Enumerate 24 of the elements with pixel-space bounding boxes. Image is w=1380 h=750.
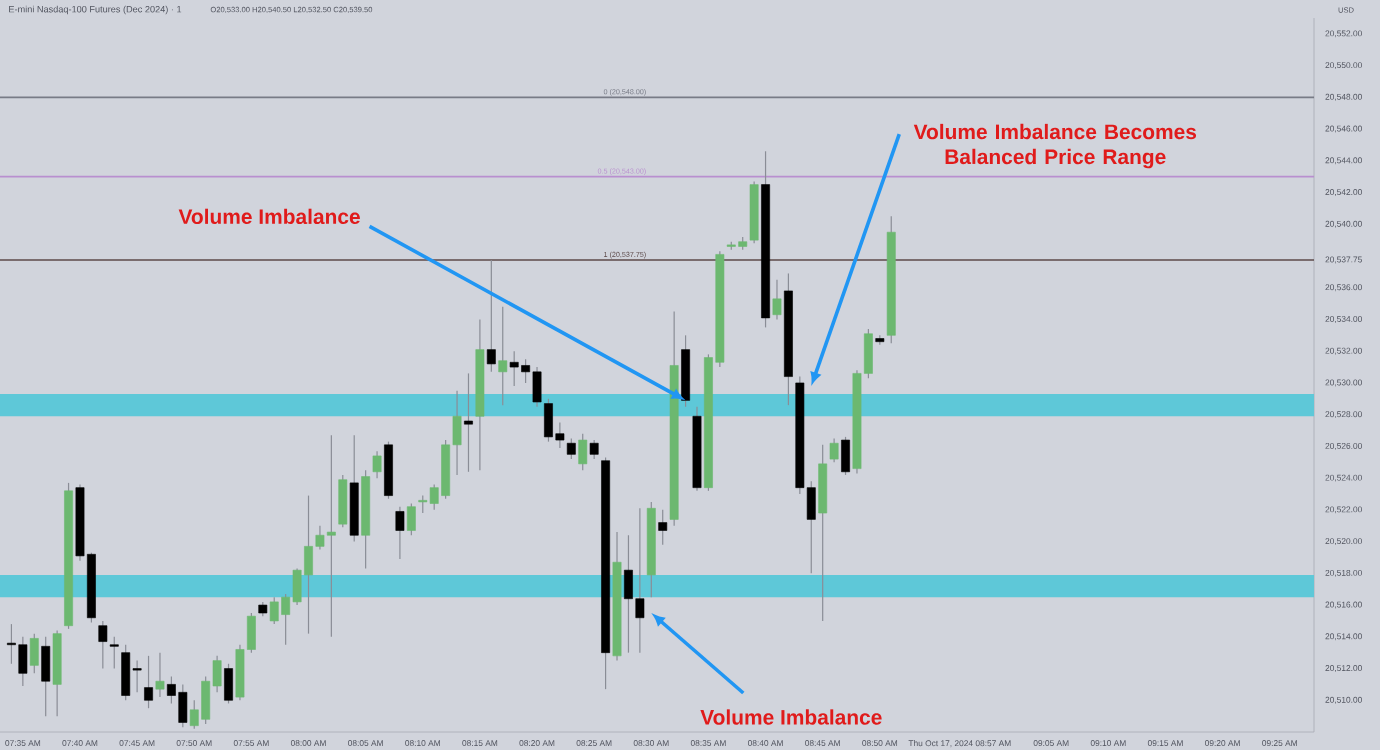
candlestick xyxy=(589,439,599,460)
candlestick xyxy=(109,636,119,670)
candlestick xyxy=(658,509,668,546)
candlestick xyxy=(98,620,108,670)
candlestick xyxy=(566,437,576,460)
candlestick xyxy=(144,655,153,709)
candlestick xyxy=(41,636,51,717)
candlestick xyxy=(395,506,405,560)
candlestick xyxy=(829,437,839,463)
candlestick xyxy=(464,372,473,473)
annotation: Volume Imbalance xyxy=(178,208,360,225)
annotation: Volume Imbalance xyxy=(700,709,882,725)
candlestick xyxy=(578,433,588,471)
candlestick xyxy=(372,450,382,479)
candlestick xyxy=(224,663,233,705)
candlestick xyxy=(772,279,782,321)
candlestick xyxy=(841,436,850,476)
candlestick xyxy=(155,652,165,698)
candlestick xyxy=(498,306,508,406)
candlestick xyxy=(486,259,496,373)
annotation: Volume Imbalance Becomes Balanced Price Range xyxy=(913,123,1197,169)
candlestick xyxy=(29,633,39,674)
candlestick xyxy=(406,502,416,536)
candlestick xyxy=(338,474,348,528)
